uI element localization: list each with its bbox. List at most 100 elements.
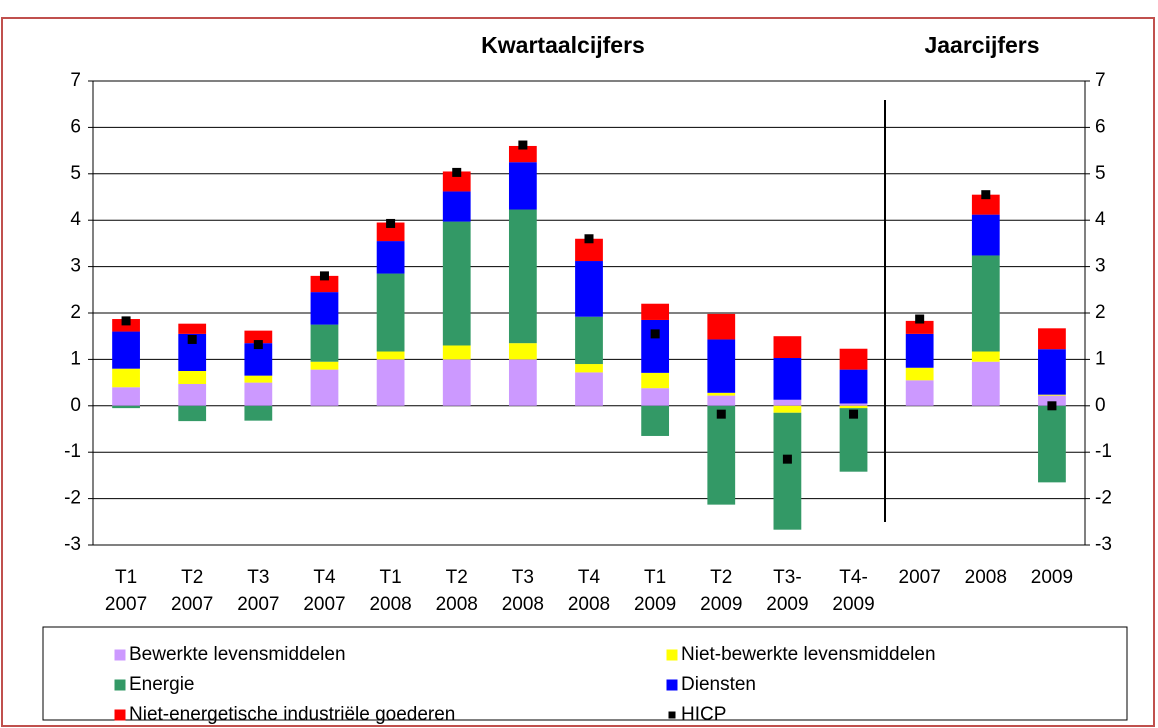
bar-segment bbox=[707, 405, 736, 505]
legend-swatch bbox=[114, 709, 126, 721]
bar-segment bbox=[575, 238, 603, 262]
bar-segment bbox=[112, 405, 140, 409]
y2-tick-label: 5 bbox=[1095, 163, 1106, 184]
y2-tick-label: 3 bbox=[1095, 256, 1106, 277]
section-header: Kwartaalcijfers bbox=[481, 32, 645, 58]
hicp-marker bbox=[915, 314, 925, 324]
legend-swatch bbox=[666, 679, 678, 691]
y-tick-label: 6 bbox=[70, 116, 81, 137]
bar-segment bbox=[442, 359, 471, 406]
legend-label: Bewerkte levensmiddelen bbox=[129, 644, 346, 665]
y-tick-label: -1 bbox=[64, 441, 81, 462]
legend-swatch bbox=[668, 711, 676, 719]
bar-segment bbox=[839, 403, 868, 406]
y-tick-label: 0 bbox=[70, 395, 81, 416]
legend-swatch bbox=[666, 649, 678, 661]
bar-segment bbox=[376, 241, 405, 274]
bar-segment bbox=[773, 358, 802, 400]
y2-tick-label: 7 bbox=[1095, 70, 1106, 91]
bar-segment bbox=[178, 405, 207, 422]
bar-segment bbox=[905, 367, 934, 381]
bar-segment bbox=[112, 368, 140, 388]
bar-segment bbox=[376, 222, 405, 242]
y2-tick-label: 2 bbox=[1095, 302, 1106, 323]
bar-segment bbox=[178, 323, 207, 334]
bar-segment bbox=[310, 361, 339, 370]
y2-tick-label: -2 bbox=[1095, 488, 1112, 509]
bar-segment bbox=[971, 351, 1000, 362]
bar-segment bbox=[905, 333, 934, 368]
bar-segment bbox=[244, 330, 273, 344]
y-tick-label: -3 bbox=[64, 534, 81, 555]
bar-segment bbox=[1038, 394, 1066, 396]
bar-segment bbox=[971, 194, 1000, 215]
y-tick-label: -2 bbox=[64, 488, 81, 509]
x-tick-label: 2007 bbox=[899, 567, 941, 588]
bar-segment bbox=[641, 388, 670, 406]
bar-segment bbox=[971, 361, 1000, 406]
x-tick-label: T4 2007 bbox=[303, 567, 345, 615]
bar-segment bbox=[641, 319, 670, 373]
bar-segment bbox=[641, 405, 670, 436]
hicp-marker bbox=[1047, 401, 1057, 411]
bar-segment bbox=[839, 369, 868, 404]
y2-tick-label: 4 bbox=[1095, 209, 1106, 230]
bar-segment bbox=[773, 399, 802, 406]
hicp-marker bbox=[782, 454, 792, 464]
bar-segment bbox=[376, 359, 405, 406]
x-tick-label: T2 2007 bbox=[171, 567, 213, 615]
x-tick-label: T1 2007 bbox=[105, 567, 147, 615]
bar-segment bbox=[112, 331, 140, 369]
legend-label: Niet-bewerkte levensmiddelen bbox=[681, 644, 936, 665]
bar-segment bbox=[442, 345, 471, 360]
y-tick-label: 4 bbox=[70, 209, 81, 230]
y-tick-label: 2 bbox=[70, 302, 81, 323]
x-tick-label: T4 2008 bbox=[568, 567, 610, 615]
x-tick-label: T1 2008 bbox=[369, 567, 411, 615]
hicp-marker bbox=[386, 218, 396, 228]
bar-segment bbox=[575, 372, 603, 406]
x-tick-label: T3-2009 bbox=[766, 567, 808, 615]
bar-segment bbox=[508, 359, 537, 406]
legend-label: Diensten bbox=[681, 674, 756, 695]
bar-segment bbox=[575, 364, 603, 373]
legend-label: Energie bbox=[129, 674, 195, 695]
y-tick-label: 5 bbox=[70, 163, 81, 184]
bar-segment bbox=[641, 303, 670, 320]
bar-segment bbox=[707, 395, 736, 406]
bar-segment bbox=[508, 162, 537, 210]
bar-segment bbox=[1038, 349, 1066, 395]
bar-segment bbox=[442, 221, 471, 346]
x-tick-label: T3 2007 bbox=[237, 567, 279, 615]
legend-swatch bbox=[114, 649, 126, 661]
y-tick-label: 1 bbox=[70, 348, 81, 369]
bar-segment bbox=[376, 351, 405, 360]
hicp-marker bbox=[319, 271, 329, 281]
bar-segment bbox=[244, 382, 273, 406]
bar-segment bbox=[971, 214, 1000, 256]
bar-segment bbox=[905, 380, 934, 406]
bar-segment bbox=[442, 171, 471, 192]
bar-segment bbox=[1038, 328, 1066, 350]
bar-segment bbox=[773, 412, 802, 530]
x-tick-label: 2009 bbox=[1031, 567, 1073, 588]
bar-segment bbox=[707, 392, 736, 396]
bar-segment bbox=[773, 336, 802, 359]
legend-label: HICP bbox=[681, 704, 726, 725]
x-tick-label: T4-2009 bbox=[832, 567, 874, 615]
legend bbox=[42, 626, 1128, 721]
hicp-marker bbox=[981, 190, 991, 200]
bar-segment bbox=[244, 405, 273, 421]
legend-swatch bbox=[114, 679, 126, 691]
y2-tick-label: -1 bbox=[1095, 441, 1112, 462]
hicp-marker bbox=[187, 334, 197, 344]
bar-segment bbox=[508, 145, 537, 163]
bar-segment bbox=[839, 408, 868, 472]
bar-segment bbox=[244, 375, 273, 383]
y2-tick-label: 6 bbox=[1095, 116, 1106, 137]
y-tick-label: 3 bbox=[70, 256, 81, 277]
bar-segment bbox=[575, 261, 603, 317]
bar-segment bbox=[905, 320, 934, 334]
hicp-marker bbox=[253, 340, 263, 350]
bar-segment bbox=[839, 348, 868, 370]
